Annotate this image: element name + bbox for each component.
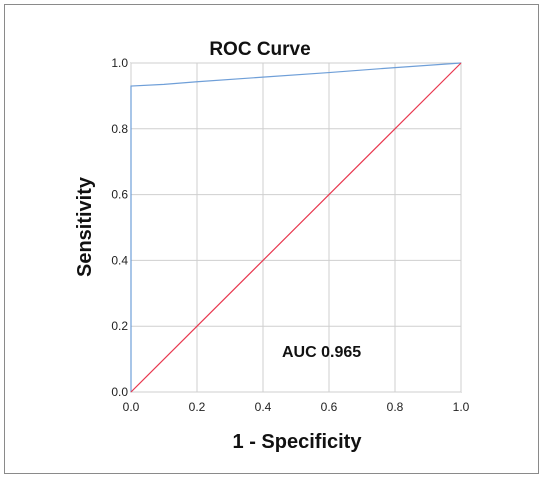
roc-curve-line bbox=[130, 62, 462, 392]
y-tick-label: 1.0 bbox=[111, 56, 128, 70]
chart-title: ROC Curve bbox=[209, 39, 310, 60]
y-tick-label: 0.6 bbox=[111, 188, 128, 202]
x-tick-label: 0.8 bbox=[387, 400, 404, 414]
auc-annotation: AUC 0.965 bbox=[282, 344, 361, 361]
x-tick-label: 1.0 bbox=[453, 400, 470, 414]
y-tick-label: 0.0 bbox=[111, 385, 128, 399]
x-axis-label: 1 - Specificity bbox=[233, 431, 363, 453]
y-tick-label: 0.4 bbox=[111, 253, 128, 267]
x-tick-label: 0.6 bbox=[321, 400, 338, 414]
y-tick-label: 0.2 bbox=[111, 319, 128, 333]
y-tick-label: 0.8 bbox=[111, 122, 128, 136]
series-group bbox=[130, 62, 462, 393]
reference-line bbox=[130, 62, 462, 393]
y-tick-labels: 0.0 0.2 0.4 0.6 0.8 1.0 bbox=[111, 56, 128, 399]
x-tick-label: 0.0 bbox=[123, 400, 140, 414]
y-axis-label: Sensitivity bbox=[74, 176, 96, 277]
x-tick-label: 0.2 bbox=[189, 400, 206, 414]
x-tick-labels: 0.0 0.2 0.4 0.6 0.8 1.0 bbox=[123, 400, 470, 414]
x-tick-label: 0.4 bbox=[255, 400, 272, 414]
grid-lines bbox=[130, 62, 462, 393]
